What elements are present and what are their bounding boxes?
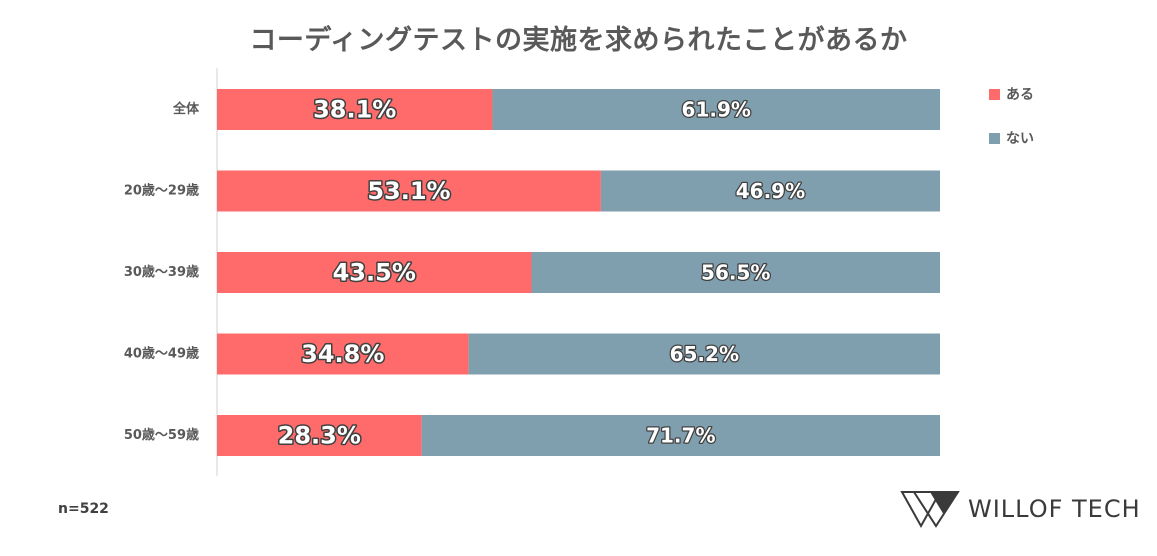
data-label-aru: 34.8%	[301, 340, 384, 368]
legend-item-nai: ない	[989, 128, 1034, 148]
data-label-nai: 61.9%	[682, 98, 751, 122]
sample-size-note: n=522	[58, 501, 109, 517]
legend-swatch-aru	[989, 88, 1000, 100]
data-label-aru: 28.3%	[278, 422, 361, 450]
bar-segment-aru	[217, 89, 493, 130]
legend-swatch-nai	[989, 132, 1000, 144]
bar-segment-aru	[217, 170, 601, 212]
data-label-aru: 53.1%	[367, 177, 450, 205]
willof-tech-logo-icon	[900, 491, 960, 529]
chart-title: コーディングテストの実施を求められたことがあるか	[249, 25, 908, 56]
data-label-aru: 38.1%	[313, 96, 396, 124]
legend-label-nai: ない	[1006, 131, 1034, 147]
category-label: 全体	[172, 101, 200, 117]
bar-segment-aru	[217, 333, 469, 375]
category-label: 30歳〜39歳	[124, 264, 199, 280]
category-label: 20歳〜29歳	[124, 183, 199, 199]
bar-segment-nai	[600, 170, 940, 212]
data-label-nai: 65.2%	[670, 342, 739, 366]
legend-label-aru: ある	[1006, 87, 1034, 103]
bar-segment-nai	[492, 89, 940, 130]
bar-segment-aru	[217, 252, 532, 293]
data-label-nai: 71.7%	[646, 424, 715, 448]
bar-segment-nai	[421, 415, 940, 456]
bar-segment-nai	[468, 333, 940, 375]
legend: ある ない	[989, 84, 1034, 172]
data-label-nai: 46.9%	[736, 179, 805, 203]
category-label: 50歳〜59歳	[124, 427, 199, 443]
data-label-aru: 43.5%	[333, 259, 416, 287]
brand-name: WILLOF TECH	[968, 495, 1141, 523]
data-label-nai: 56.5%	[701, 261, 770, 285]
bar-segment-aru	[217, 415, 422, 456]
category-label: 40歳〜49歳	[124, 346, 199, 362]
chart-marks: 全体 38.1% 61.9% 20歳〜29歳 53.1% 46.9% 30歳〜39歳 43.5…	[124, 89, 940, 456]
brand: WILLOF TECH	[900, 489, 1141, 529]
legend-item-aru: ある	[989, 84, 1034, 104]
bar-segment-nai	[531, 252, 940, 293]
